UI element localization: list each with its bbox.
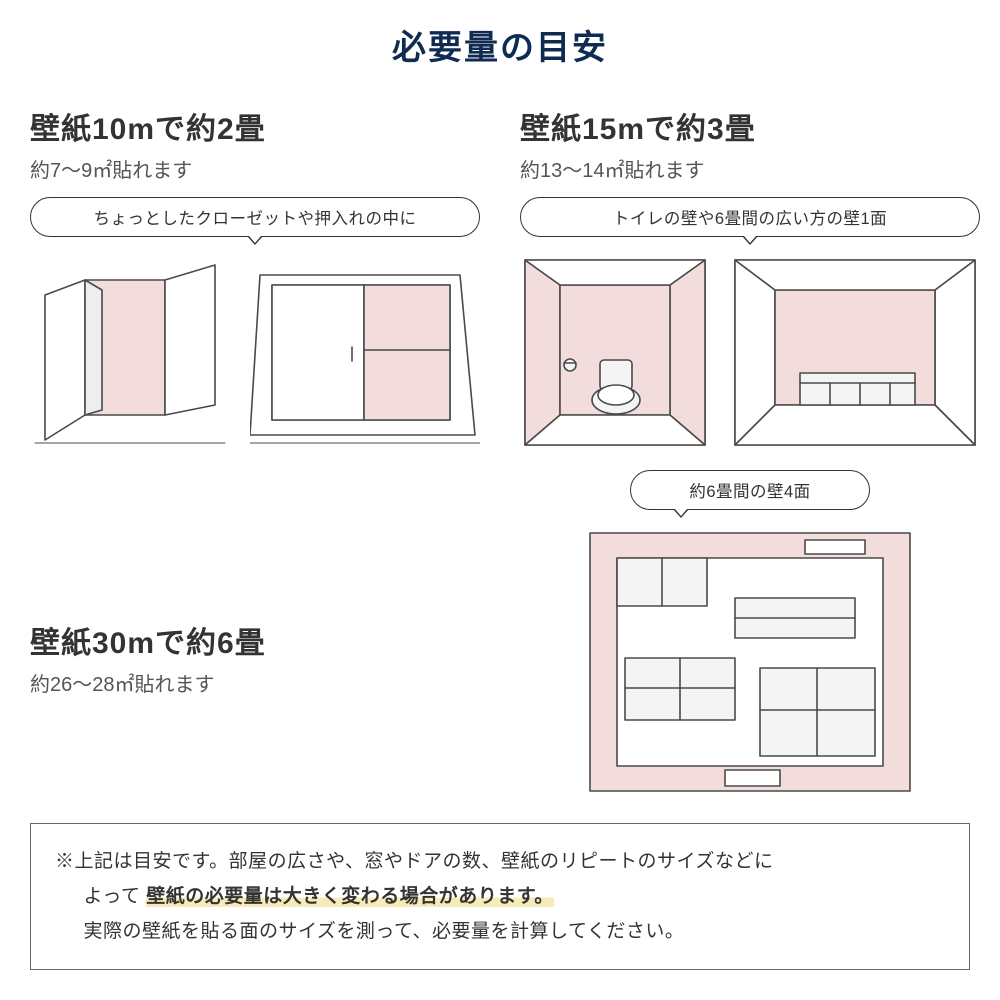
closet-illustration (30, 255, 230, 450)
section-sub: 約26〜28㎡貼れます (30, 668, 480, 697)
caption-bubble: 約6畳間の壁4面 (630, 470, 870, 510)
section-6jo: 約6畳間の壁4面 (520, 470, 980, 798)
section-heading: 壁紙15mで約3畳 (520, 104, 980, 148)
section-30m: 壁紙30mで約6畳 約26〜28㎡貼れます (30, 470, 480, 798)
toilet-illustration (520, 255, 710, 450)
room-onewall-illustration (730, 255, 980, 450)
sections-grid: 壁紙10mで約2畳 約7〜9㎡貼れます ちょっとしたクローゼットや押入れの中に (30, 104, 970, 798)
section-heading: 壁紙30mで約6畳 (30, 618, 480, 662)
section-10m: 壁紙10mで約2畳 約7〜9㎡貼れます ちょっとしたクローゼットや押入れの中に (30, 104, 480, 450)
section-heading: 壁紙10mで約2畳 (30, 104, 480, 148)
note-line3: 実際の壁紙を貼る面のサイズを測って、必要量を計算してください。 (55, 914, 945, 949)
page-title: 必要量の目安 (30, 20, 970, 69)
illustration-row (520, 528, 980, 798)
caption-bubble: トイレの壁や6畳間の広い方の壁1面 (520, 197, 980, 237)
section-15m: 壁紙15mで約3畳 約13〜14㎡貼れます トイレの壁や6畳間の広い方の壁1面 (520, 104, 980, 450)
oshiire-illustration (250, 255, 480, 450)
caption-bubble: ちょっとしたクローゼットや押入れの中に (30, 197, 480, 237)
note-line2: よって 壁紙の必要量は大きく変わる場合があります。 (55, 879, 945, 914)
note-line1: ※上記は目安です。部屋の広さや、窓やドアの数、壁紙のリピートのサイズなどに (55, 851, 773, 872)
note-highlight: 壁紙の必要量は大きく変わる場合があります。 (146, 886, 554, 907)
illustration-row (520, 255, 980, 450)
footnote-box: ※上記は目安です。部屋の広さや、窓やドアの数、壁紙のリピートのサイズなどに よっ… (30, 823, 970, 970)
illustration-row (30, 255, 480, 450)
section-sub: 約13〜14㎡貼れます (520, 154, 980, 183)
note-line2a: よって (84, 886, 141, 907)
floorplan-illustration (585, 528, 915, 798)
section-sub: 約7〜9㎡貼れます (30, 154, 480, 183)
